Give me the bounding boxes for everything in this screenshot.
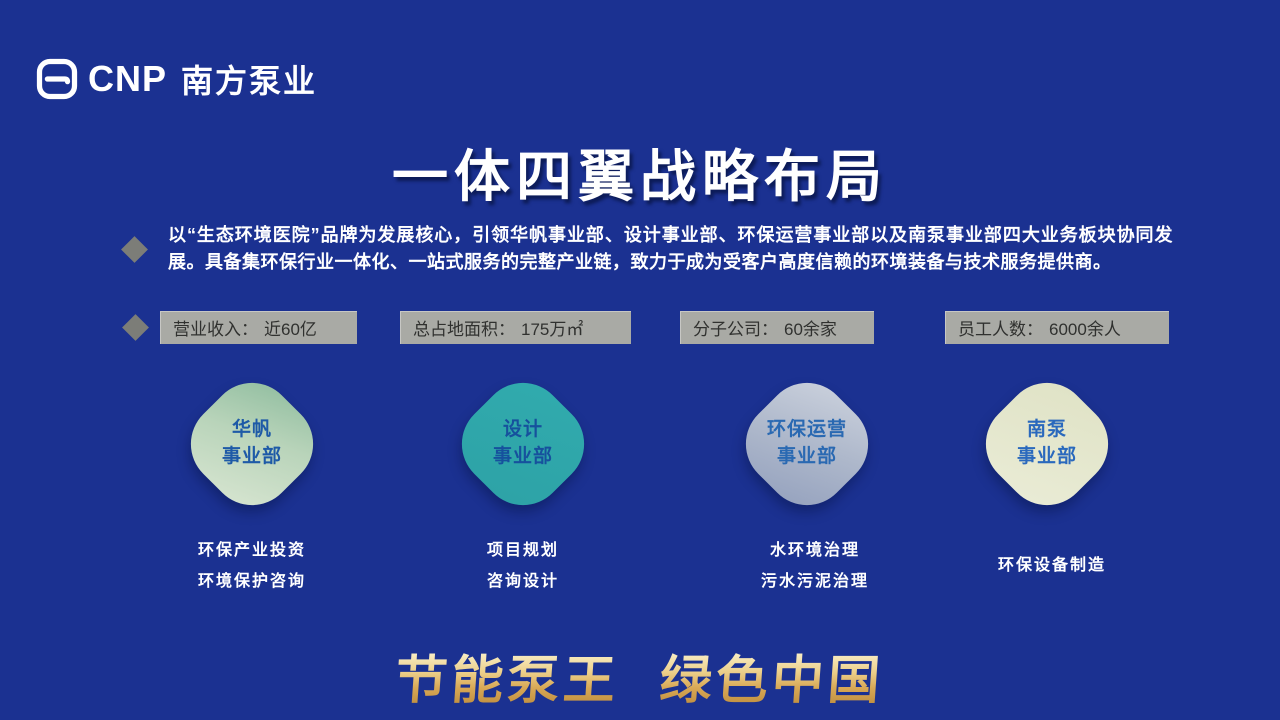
stat-label: 营业收入： [173, 320, 258, 339]
division-env-operation: 环保运营 事业部 [722, 365, 892, 523]
caption-line: 水环境治理 [769, 541, 860, 559]
page-title: 一体四翼战略布局 [392, 145, 888, 208]
caption-huafan: 环保产业投资 环境保护咨询 [142, 538, 362, 590]
caption-line: 项目规划 [486, 541, 559, 559]
division-huafan: 华帆 事业部 [167, 365, 337, 523]
slogan-part2: 绿色中国 [657, 652, 886, 710]
division-name: 环保运营 [766, 419, 847, 441]
division-suffix: 事业部 [221, 446, 282, 467]
division-name: 南泵 [1026, 419, 1067, 441]
caption-line: 环保设备制造 [997, 557, 1106, 574]
division-name: 华帆 [231, 419, 272, 441]
caption-nanpump: 环保设备制造 [942, 538, 1162, 588]
caption-design: 项目规划 咨询设计 [413, 538, 633, 590]
stat-subsidiaries: 分子公司： 60余家 [680, 311, 874, 344]
gold-slogan: 节能泵王 绿色中国 [0, 638, 1280, 713]
intro-paragraph: 以“生态环境医院”品牌为发展核心，引领华帆事业部、设计事业部、环保运营事业部以及… [168, 225, 1173, 272]
stat-value: 近60亿 [264, 320, 317, 339]
logo-company-name: 南方泵业 [181, 63, 318, 99]
division-name: 设计 [502, 419, 543, 441]
division-label: 南泵 事业部 [962, 365, 1132, 523]
cnp-logo-icon [36, 58, 78, 100]
intro-section: 以“生态环境医院”品牌为发展核心，引领华帆事业部、设计事业部、环保运营事业部以及… [121, 222, 1173, 276]
stat-employees: 员工人数： 6000余人 [945, 311, 1169, 344]
caption-line: 环保产业投资 [197, 541, 306, 559]
division-label: 环保运营 事业部 [722, 365, 892, 523]
caption-env-operation: 水环境治理 污水污泥治理 [705, 538, 925, 590]
caption-line: 污水污泥治理 [760, 572, 869, 590]
stat-value: 175万㎡ [521, 320, 584, 339]
stat-label: 员工人数： [958, 320, 1043, 339]
diamond-bullet-icon [122, 314, 149, 341]
stat-value: 60余家 [784, 320, 837, 339]
division-nanpump: 南泵 事业部 [962, 365, 1132, 523]
logo-brand-text: CNP [88, 58, 168, 99]
division-label: 设计 事业部 [438, 365, 608, 523]
division-suffix: 事业部 [1016, 446, 1077, 467]
division-suffix: 事业部 [776, 446, 837, 467]
stat-label: 总占地面积： [413, 320, 515, 339]
division-design: 设计 事业部 [438, 365, 608, 523]
caption-line: 咨询设计 [486, 572, 559, 590]
slogan-part1: 节能泵王 [393, 652, 622, 710]
division-suffix: 事业部 [492, 446, 553, 467]
diamond-bullet-icon [121, 235, 148, 263]
stat-value: 6000余人 [1049, 320, 1121, 339]
stat-label: 分子公司： [693, 320, 778, 339]
caption-line: 环境保护咨询 [197, 572, 306, 590]
stat-land-area: 总占地面积： 175万㎡ [400, 311, 631, 344]
logo: CNP 南方泵业 [36, 56, 317, 102]
division-label: 华帆 事业部 [167, 365, 337, 523]
stat-revenue: 营业收入： 近60亿 [160, 311, 357, 344]
